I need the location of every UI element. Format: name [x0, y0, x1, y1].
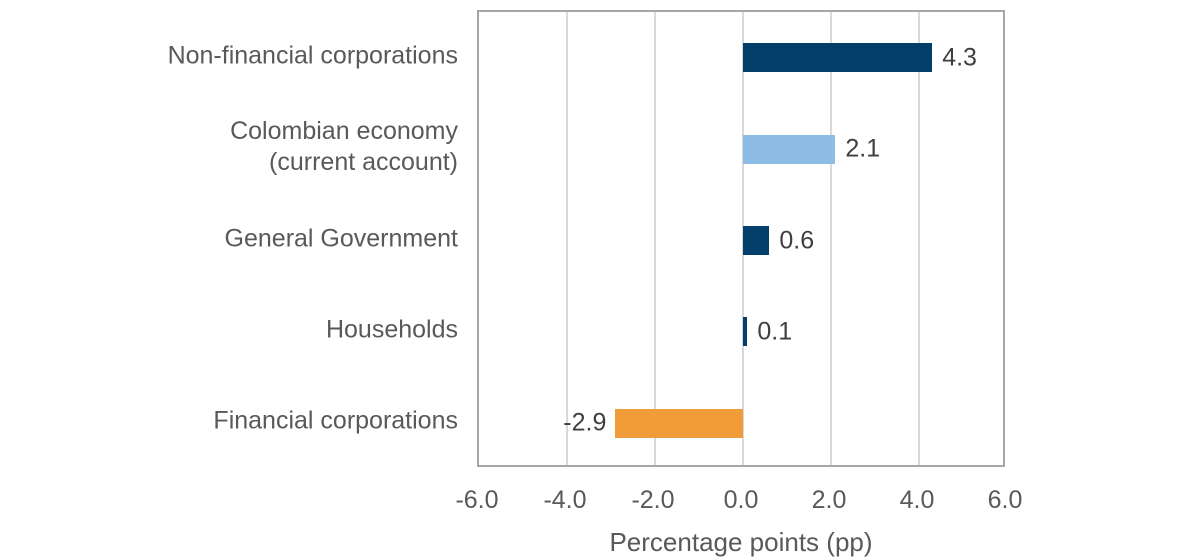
gridline-x-4.0	[918, 12, 920, 465]
value-label-households: 0.1	[757, 317, 793, 346]
value-label-general-government: 0.6	[779, 226, 815, 254]
gridline-x--2.0	[654, 12, 656, 465]
bar-households	[743, 317, 748, 347]
value-label-financial-corporations: -2.9	[563, 408, 607, 437]
x-tick-label--2.0: -2.0	[631, 486, 675, 514]
x-tick-label-2.0: 2.0	[811, 486, 847, 514]
x-axis-title: Percentage points (pp)	[609, 527, 873, 557]
x-tick-label-6.0: 6.0	[987, 486, 1023, 514]
category-label-financial-corporations: Financial corporations	[213, 406, 458, 435]
bar-non-financial-corporations	[743, 43, 933, 73]
value-label-colombian-economy-current-account: 2.1	[845, 134, 881, 163]
x-tick-label-0.0: 0.0	[723, 486, 759, 514]
bar-financial-corporations	[615, 408, 743, 438]
bar-colombian-economy-current-account	[743, 134, 836, 164]
bar-general-government	[743, 226, 770, 255]
x-tick-label-4.0: 4.0	[899, 486, 935, 514]
category-label-households: Households	[325, 315, 458, 344]
category-label-colombian-economy-current-account: Colombian economy (current account)	[230, 117, 458, 177]
x-tick-label--6.0: -6.0	[455, 486, 499, 514]
plot-area: 4.3 2.1 0.6 0.1 -2.9	[477, 10, 1005, 467]
gridline-x-2.0	[830, 12, 832, 465]
category-label-non-financial-corporations: Non-financial corporations	[167, 41, 458, 70]
gridline-x--4.0	[566, 12, 568, 465]
x-tick-label--4.0: -4.0	[543, 486, 587, 514]
value-label-non-financial-corporations: 4.3	[942, 43, 977, 72]
category-label-general-government: General Government	[224, 224, 458, 252]
